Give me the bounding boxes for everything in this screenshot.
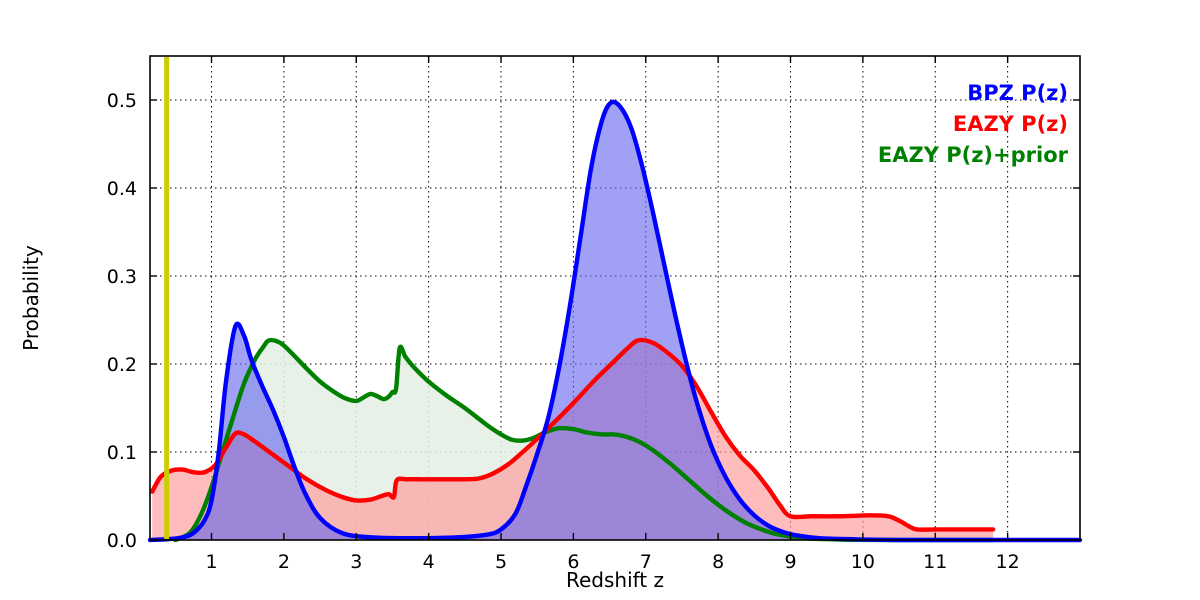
legend-entry-1: BPZ P(z) [967,81,1068,105]
y-tick-label: 0.1 [107,442,137,464]
axes-spines [149,55,1081,541]
x-tick-label: 1 [205,551,217,573]
legend-entry-2: EAZY P(z) [953,112,1068,136]
x-tick-label: 11 [923,551,947,573]
series-line [149,337,996,532]
y-axis-label: Probability [19,245,43,351]
x-tick-label: 3 [350,551,362,573]
y-tick-label: 0.4 [107,178,137,200]
y-tick-label: 0.5 [107,90,137,112]
series-curves [147,99,1083,543]
y-tick-label: 0.0 [107,530,137,552]
series-fill-areas [150,101,1080,541]
y-tick-label: 0.2 [107,354,137,376]
series-fill [150,101,1080,541]
x-tick-label: 7 [640,551,652,573]
x-tick-labels: 1 2 3 4 5 6 7 8 9 10 11 12 [205,551,1019,573]
legend-entry-3: EAZY P(z)+prior [878,143,1069,167]
series-line [147,99,1083,543]
x-tick-label: 4 [423,551,435,573]
y-tick-labels: 0.0 0.1 0.2 0.3 0.4 0.5 [107,90,137,552]
x-tick-label: 12 [996,551,1020,573]
axis-ticks [150,56,1080,541]
chart-legend: BPZ P(z) EAZY P(z) EAZY P(z)+prior [878,81,1069,167]
x-tick-label: 2 [278,551,290,573]
x-tick-label: 9 [784,551,796,573]
gridlines [150,56,1080,540]
x-axis-label: Redshift z [566,568,664,592]
x-tick-label: 5 [495,551,507,573]
series-line [173,337,996,543]
y-tick-label: 0.3 [107,266,137,288]
x-tick-label: 10 [851,551,875,573]
x-tick-label: 8 [712,551,724,573]
x-tick-label: 6 [567,551,579,573]
